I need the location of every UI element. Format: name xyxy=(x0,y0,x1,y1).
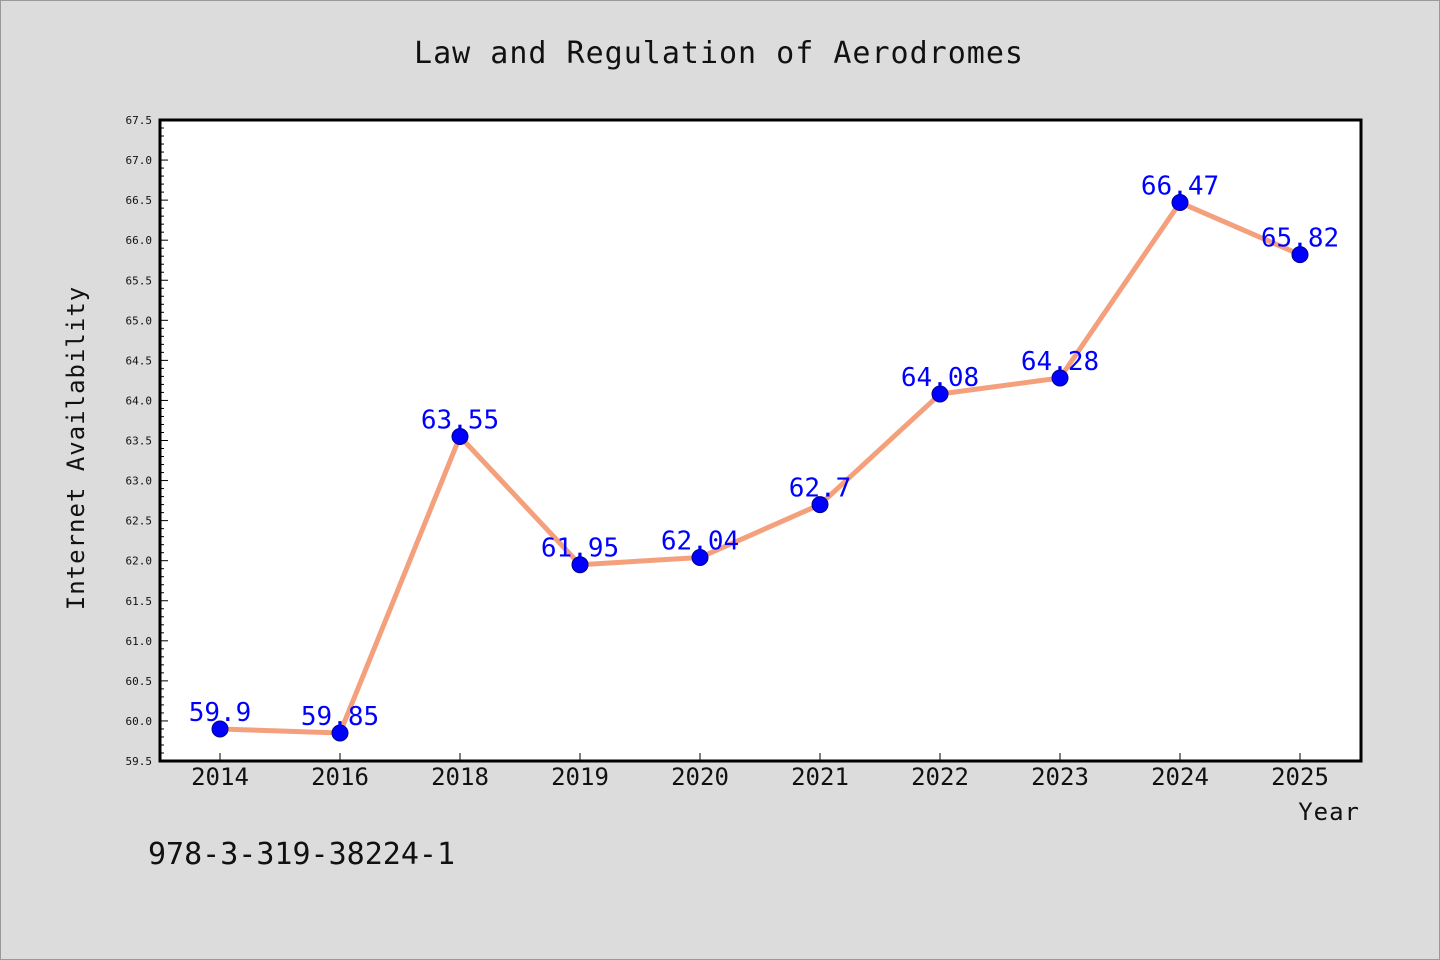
data-label: 66.47 xyxy=(1141,172,1219,202)
y-tick-label: 61.0 xyxy=(126,635,153,648)
data-point xyxy=(331,724,349,742)
y-tick-label: 65.5 xyxy=(126,274,153,287)
y-tick-label: 64.0 xyxy=(126,394,153,407)
y-tick-label: 66.5 xyxy=(126,194,153,207)
x-tick-label: 2023 xyxy=(1031,763,1089,791)
y-tick-label: 63.0 xyxy=(126,475,153,488)
y-tick-label: 63.5 xyxy=(126,435,153,448)
x-tick-label: 2025 xyxy=(1271,763,1329,791)
data-label: 65.82 xyxy=(1261,224,1339,254)
data-label: 62.7 xyxy=(789,474,852,504)
x-tick-label: 2021 xyxy=(791,763,849,791)
x-axis-label: Year xyxy=(1298,798,1360,826)
y-tick-label: 60.0 xyxy=(126,715,153,728)
data-point xyxy=(571,556,589,574)
y-tick-label: 66.0 xyxy=(126,234,153,247)
series-line xyxy=(217,200,1303,736)
y-tick-label: 67.5 xyxy=(126,114,153,127)
y-tick-label: 62.0 xyxy=(126,555,153,568)
y-axis: 59.5 60.0 60.5 61.0 61.5 62.0 62.5 63.0 63.5 64.0… xyxy=(126,114,168,768)
x-tick-label: 2014 xyxy=(191,763,249,791)
y-tick-label: 62.5 xyxy=(126,515,153,528)
x-tick-label: 2020 xyxy=(671,763,729,791)
x-tick-label: 2024 xyxy=(1151,763,1209,791)
y-axis-label: Internet Availability xyxy=(62,286,90,610)
x-axis: 2014 2016 2018 2019 2020 2021 2022 2023 2024 2025 xyxy=(191,753,1329,791)
data-label: 64.28 xyxy=(1021,347,1099,377)
data-point xyxy=(1051,369,1069,387)
x-tick-label: 2016 xyxy=(311,763,369,791)
x-tick-label: 2018 xyxy=(431,763,489,791)
data-point xyxy=(811,496,829,514)
y-tick-label: 67.0 xyxy=(126,154,153,167)
data-point xyxy=(931,385,949,403)
data-point xyxy=(211,720,229,738)
series-line-group xyxy=(211,194,1309,742)
data-point xyxy=(451,427,469,445)
data-label: 64.08 xyxy=(901,363,979,393)
data-label: 61.95 xyxy=(541,534,619,564)
x-tick-label: 2022 xyxy=(911,763,969,791)
isbn-text: 978-3-319-38224-1 xyxy=(148,837,455,872)
y-tick-label: 65.0 xyxy=(126,314,153,327)
data-label: 59.9 xyxy=(189,698,252,728)
data-point xyxy=(691,548,709,566)
data-label: 62.04 xyxy=(661,526,739,556)
plot-area xyxy=(158,118,1363,763)
y-tick-label: 61.5 xyxy=(126,595,153,608)
data-label: 63.55 xyxy=(421,405,499,435)
data-point xyxy=(1171,194,1189,212)
y-tick-label: 64.5 xyxy=(126,354,153,367)
y-tick-label: 60.5 xyxy=(126,675,153,688)
chart-title: Law and Regulation of Aerodromes xyxy=(414,36,1024,71)
data-point xyxy=(1291,246,1309,264)
data-labels-group: 59.9 59.85 63.55 61.95 62.04 62.7 64.08 64.28 66… xyxy=(189,172,1339,732)
x-tick-label: 2019 xyxy=(551,763,609,791)
data-label: 59.85 xyxy=(301,702,379,732)
y-tick-label: 59.5 xyxy=(126,755,153,768)
